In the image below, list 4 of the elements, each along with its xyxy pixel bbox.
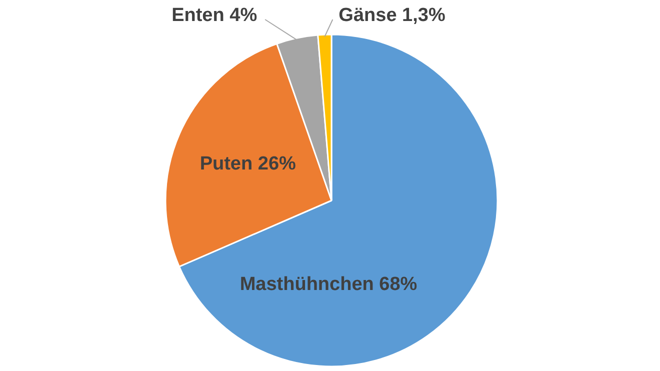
slice-label: Puten 26% [200, 153, 296, 174]
slice-label: Enten 4% [172, 5, 258, 26]
slice-label: Masthühnchen 68% [240, 274, 418, 295]
slice-label: Gänse 1,3% [338, 5, 446, 26]
